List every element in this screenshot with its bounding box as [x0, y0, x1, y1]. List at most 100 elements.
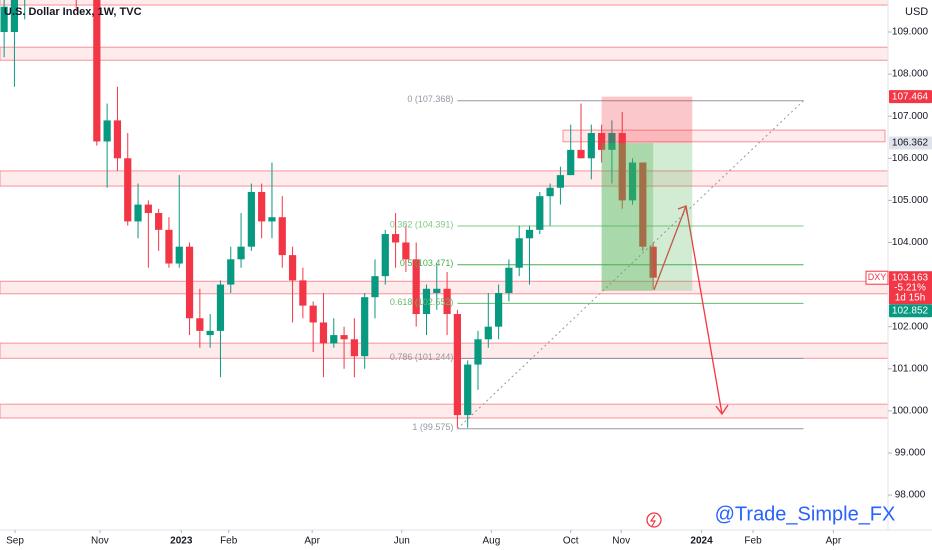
fib-label: 0.786 (101.244) — [390, 352, 454, 362]
x-tick-label: Nov — [612, 536, 630, 547]
candle-body — [587, 133, 595, 159]
candle-body — [144, 204, 152, 214]
target-label-bg — [889, 304, 932, 318]
candle-body — [546, 187, 554, 197]
candle-body — [371, 276, 379, 298]
candle-body — [330, 335, 338, 344]
candle-body — [505, 267, 513, 293]
x-tick-label: 2024 — [690, 536, 713, 547]
candle-body — [433, 288, 441, 293]
candle-body — [484, 326, 492, 340]
candle-body — [216, 284, 225, 331]
entry-label: 106.362 — [892, 138, 929, 149]
stop-label: 107.464 — [892, 91, 929, 102]
candle-body — [319, 322, 328, 344]
logo — [646, 512, 662, 528]
y-tick-label: 104.000 — [892, 237, 929, 248]
candle-body — [288, 255, 297, 281]
candle-body — [175, 246, 183, 264]
symbol-label: DXY — [868, 272, 887, 282]
candle-body — [412, 259, 420, 315]
fib-label: 0 (107.368) — [407, 94, 453, 104]
candle-layer — [0, 0, 657, 428]
x-tick-label: Feb — [744, 536, 762, 547]
y-tick-label: 105.000 — [892, 195, 929, 206]
candle-body — [649, 246, 657, 278]
candle-body — [402, 242, 410, 260]
candle-body — [103, 120, 111, 142]
x-tick-label: Aug — [482, 536, 500, 547]
y-tick-label: 100.000 — [892, 406, 929, 417]
x-tick-label: Apr — [304, 536, 320, 547]
chart-title: U.S. Dollar Index, 1W, TVC — [4, 6, 142, 18]
candle-body — [453, 314, 461, 416]
y-tick-label: 109.000 — [892, 27, 929, 38]
x-tick-label: Sep — [6, 536, 24, 547]
y-tick-label: 106.000 — [892, 153, 929, 164]
zone — [0, 170, 889, 187]
candle-body — [464, 364, 472, 416]
candle-body — [598, 133, 606, 150]
candle-body — [124, 158, 132, 222]
candle-body — [340, 335, 348, 340]
x-tick-label: Oct — [563, 536, 579, 547]
candle-body — [577, 149, 585, 159]
arrow-head — [715, 404, 729, 416]
candle-body — [185, 246, 194, 319]
candle-body — [515, 238, 523, 268]
zone — [0, 46, 889, 61]
fib-label: 0.618 (102.552) — [390, 297, 454, 307]
y-tick-label: 108.000 — [892, 69, 929, 80]
candle-body — [494, 292, 503, 327]
candle-body — [165, 229, 173, 264]
candle-body — [93, 0, 101, 142]
candle-body — [567, 149, 575, 176]
currency: USD — [905, 6, 928, 18]
candle-body — [556, 175, 565, 188]
candle-body — [299, 280, 307, 306]
front-layer: 0 (107.368) 0.382 (104.391) 0.5 (103.471) 0… — [390, 94, 729, 528]
candle-body — [258, 191, 266, 222]
candle-body — [134, 204, 142, 222]
candle-body — [155, 213, 163, 230]
arrow-up — [653, 205, 687, 291]
y-tick-label: 99.000 — [895, 448, 926, 459]
candle-body — [10, 0, 19, 32]
target-label: 102.852 — [892, 305, 929, 316]
price-bg — [889, 271, 932, 305]
countdown-label: 1d 15h — [895, 292, 926, 303]
time-axis — [0, 530, 932, 550]
zone — [0, 403, 889, 419]
candle-body — [381, 234, 389, 277]
fib-label: 0.382 (104.391) — [390, 219, 454, 229]
candle-body — [628, 162, 637, 201]
x-tick-label: 2023 — [170, 536, 193, 547]
y-tick-label: 102.000 — [892, 321, 929, 332]
entry-label-bg — [889, 136, 932, 150]
candle-body — [237, 246, 245, 260]
watermark: @Trade_Simple_FX — [715, 503, 896, 525]
zone — [562, 129, 886, 143]
x-tick-label: Feb — [220, 536, 238, 547]
x-tick-label: Nov — [91, 536, 109, 547]
candle-body — [113, 120, 122, 159]
candle-body — [618, 133, 626, 201]
y-tick-label: 98.000 — [895, 490, 926, 501]
stop-zone — [601, 96, 693, 144]
x-tick-label: Apr — [826, 536, 842, 547]
candle-body — [309, 305, 317, 323]
candle-body — [350, 339, 358, 357]
candle-body — [639, 162, 647, 247]
candle-body — [227, 259, 235, 285]
target-zone — [601, 143, 693, 291]
candle-body — [525, 229, 534, 239]
zone — [0, 0, 889, 6]
candle-body — [361, 297, 369, 357]
candle-body — [474, 339, 482, 365]
price-label: 103.163 — [892, 272, 929, 283]
candle-body — [391, 234, 400, 243]
